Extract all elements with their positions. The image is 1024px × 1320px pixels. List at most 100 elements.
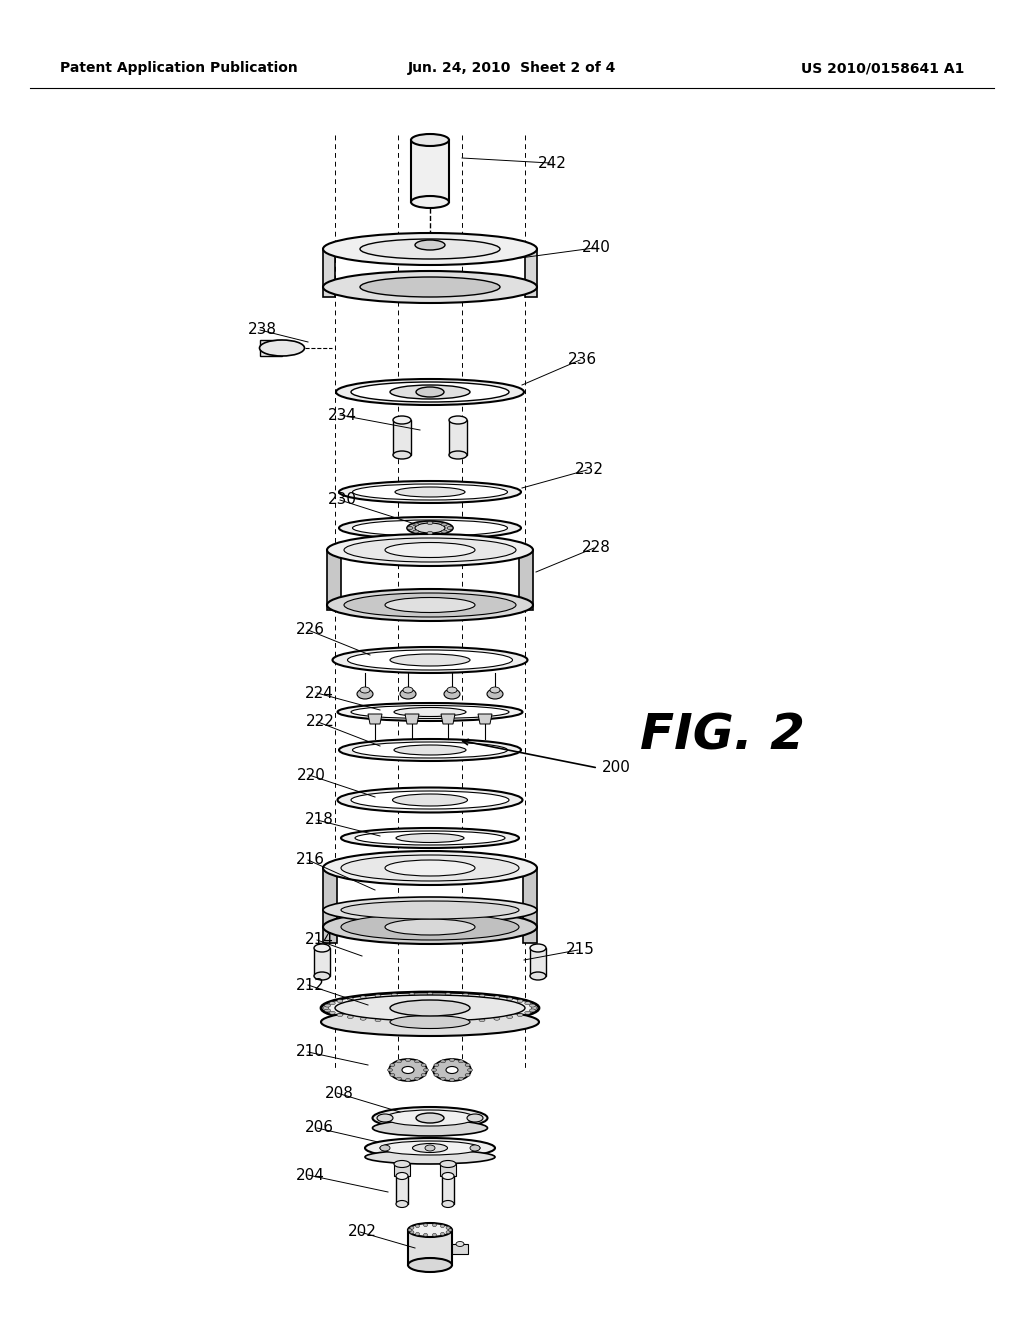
Ellipse shape [323, 271, 537, 304]
Ellipse shape [427, 532, 433, 535]
Ellipse shape [391, 1019, 397, 1023]
Ellipse shape [424, 1233, 428, 1237]
Ellipse shape [385, 1110, 475, 1126]
Ellipse shape [259, 341, 304, 356]
Text: 215: 215 [566, 942, 595, 957]
Ellipse shape [393, 416, 411, 424]
Ellipse shape [524, 1011, 530, 1014]
Ellipse shape [373, 1119, 487, 1137]
Ellipse shape [421, 1073, 426, 1077]
Text: 226: 226 [296, 623, 325, 638]
Ellipse shape [338, 788, 522, 813]
Ellipse shape [450, 1059, 455, 1061]
Ellipse shape [360, 239, 500, 259]
Ellipse shape [416, 1225, 420, 1228]
Ellipse shape [517, 1014, 523, 1016]
Text: FIG. 2: FIG. 2 [640, 711, 805, 759]
Text: 208: 208 [325, 1085, 354, 1101]
Bar [323, 869, 337, 942]
Ellipse shape [352, 742, 508, 758]
Ellipse shape [385, 919, 475, 935]
Bar [411, 140, 449, 202]
Bar [396, 1176, 408, 1204]
Ellipse shape [360, 1018, 367, 1020]
Bar [525, 249, 537, 297]
Bar [440, 1164, 456, 1176]
Ellipse shape [360, 277, 500, 297]
Ellipse shape [450, 1078, 455, 1081]
Ellipse shape [396, 1060, 401, 1063]
Ellipse shape [433, 1059, 471, 1081]
Ellipse shape [434, 1064, 439, 1067]
Ellipse shape [440, 1160, 456, 1167]
Ellipse shape [467, 1114, 483, 1122]
Ellipse shape [408, 1258, 452, 1272]
Ellipse shape [380, 1144, 390, 1151]
Ellipse shape [479, 1019, 485, 1022]
Ellipse shape [494, 1018, 500, 1020]
Ellipse shape [394, 744, 466, 755]
Ellipse shape [449, 451, 467, 459]
Text: 232: 232 [575, 462, 604, 478]
Ellipse shape [330, 1011, 335, 1014]
Text: 204: 204 [296, 1167, 325, 1183]
Text: 228: 228 [582, 540, 611, 556]
Text: Jun. 24, 2010  Sheet 2 of 4: Jun. 24, 2010 Sheet 2 of 4 [408, 61, 616, 75]
Bar [393, 420, 411, 455]
Ellipse shape [365, 1138, 495, 1158]
Ellipse shape [394, 1160, 410, 1167]
Ellipse shape [459, 1077, 464, 1080]
Ellipse shape [415, 1060, 420, 1063]
Polygon shape [478, 714, 492, 723]
Ellipse shape [344, 539, 516, 562]
Bar [452, 1243, 468, 1254]
Ellipse shape [389, 1059, 427, 1081]
Ellipse shape [524, 1002, 530, 1005]
Ellipse shape [416, 1233, 420, 1236]
Ellipse shape [449, 1229, 452, 1232]
Ellipse shape [323, 234, 537, 265]
Ellipse shape [335, 995, 525, 1020]
Bar [523, 869, 537, 942]
Ellipse shape [517, 999, 523, 1002]
Ellipse shape [425, 1144, 435, 1151]
Text: 236: 236 [568, 352, 597, 367]
Ellipse shape [411, 195, 449, 209]
Ellipse shape [360, 995, 367, 999]
Text: 240: 240 [582, 240, 611, 256]
Ellipse shape [449, 416, 467, 424]
Text: 224: 224 [305, 685, 334, 701]
Ellipse shape [445, 1020, 451, 1023]
Ellipse shape [529, 1005, 536, 1007]
Ellipse shape [507, 1015, 513, 1019]
Ellipse shape [347, 998, 353, 1001]
Ellipse shape [490, 686, 500, 693]
Ellipse shape [396, 1172, 408, 1180]
Text: 200: 200 [602, 760, 631, 776]
Ellipse shape [373, 1107, 487, 1129]
Ellipse shape [338, 704, 522, 721]
Text: 234: 234 [328, 408, 357, 422]
Ellipse shape [410, 1226, 414, 1229]
Ellipse shape [321, 993, 539, 1024]
Ellipse shape [413, 531, 419, 533]
Ellipse shape [434, 1073, 439, 1077]
Ellipse shape [442, 1172, 454, 1180]
Ellipse shape [408, 1224, 452, 1237]
Ellipse shape [396, 833, 464, 842]
Ellipse shape [446, 1067, 458, 1073]
Ellipse shape [406, 1078, 411, 1081]
Ellipse shape [456, 1242, 464, 1246]
Ellipse shape [416, 387, 444, 397]
Ellipse shape [377, 1114, 393, 1122]
Text: 216: 216 [296, 853, 325, 867]
Ellipse shape [411, 135, 449, 147]
Ellipse shape [408, 1229, 412, 1232]
Ellipse shape [351, 381, 509, 403]
Ellipse shape [321, 1008, 539, 1036]
Ellipse shape [325, 1005, 331, 1007]
Ellipse shape [415, 240, 445, 249]
Ellipse shape [427, 521, 433, 524]
Ellipse shape [390, 385, 470, 399]
Ellipse shape [432, 1224, 436, 1226]
